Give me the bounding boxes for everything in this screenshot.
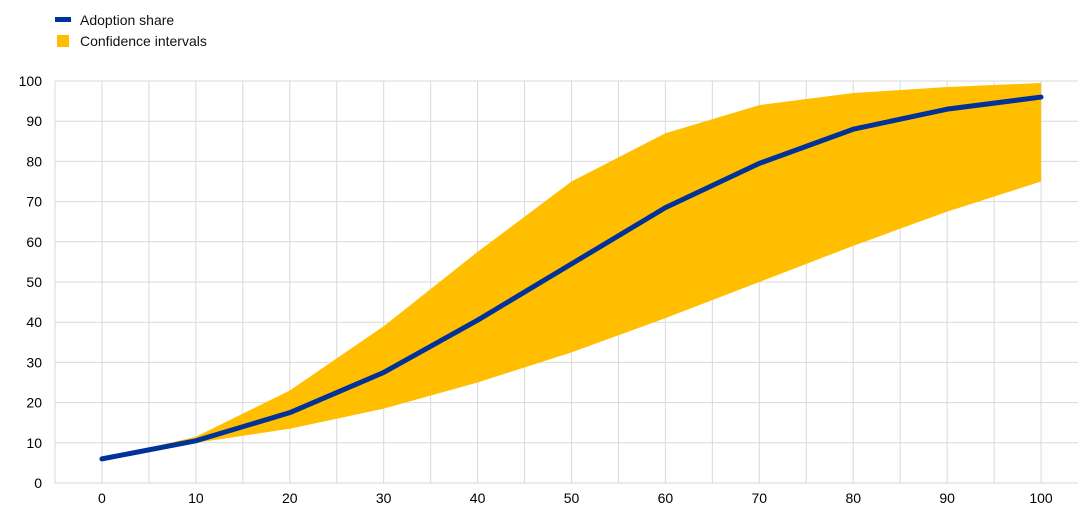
x-tick-label: 100 [1029,490,1053,506]
y-tick-label: 80 [26,153,42,169]
x-tick-label: 0 [98,490,106,506]
x-tick-label: 20 [282,490,298,506]
y-tick-label: 60 [26,234,42,250]
y-tick-label: 70 [26,194,42,210]
y-tick-label: 30 [26,354,42,370]
legend: Adoption share Confidence intervals [55,9,207,51]
confidence-band [101,83,1042,459]
x-tick-label: 30 [376,490,392,506]
x-tick-label: 60 [658,490,674,506]
y-tick-label: 100 [19,73,43,89]
x-tick-label: 70 [752,490,768,506]
y-tick-label: 90 [26,113,42,129]
x-tick-label: 80 [845,490,861,506]
y-tick-label: 40 [26,314,42,330]
legend-label: Confidence intervals [80,32,207,49]
legend-item-confidence-intervals: Confidence intervals [55,30,207,51]
legend-item-adoption-share: Adoption share [55,9,207,30]
legend-swatch-box [57,34,69,47]
legend-swatch-line [55,17,71,22]
y-tick-label: 20 [26,395,42,411]
y-tick-label: 50 [26,274,42,290]
adoption-share-line [99,94,1044,462]
legend-label: Adoption share [80,11,175,28]
y-tick-label: 0 [34,475,42,491]
y-tick-label: 10 [26,435,42,451]
x-tick-label: 90 [939,490,955,506]
x-tick-label: 10 [188,490,204,506]
x-tick-label: 40 [470,490,486,506]
x-tick-label: 50 [564,490,580,506]
